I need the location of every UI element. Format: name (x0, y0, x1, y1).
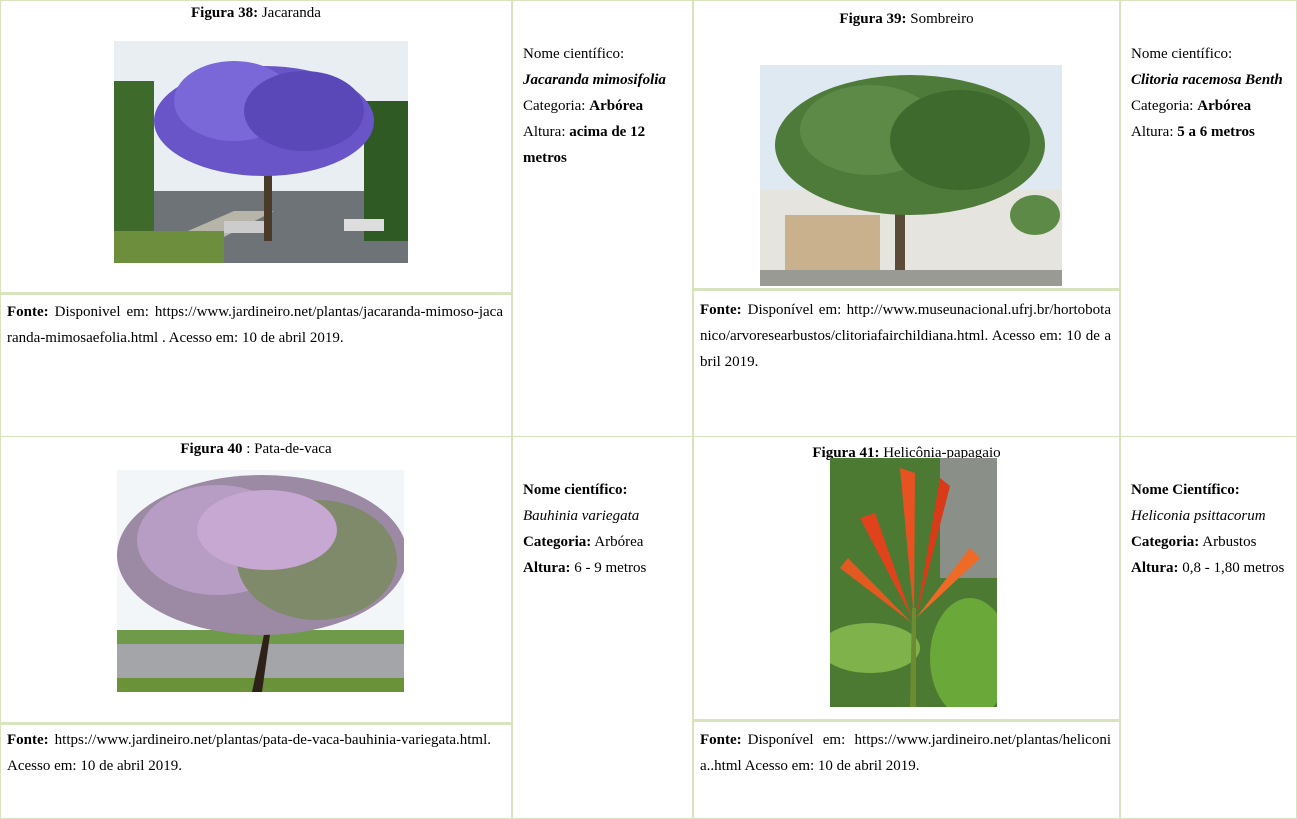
caption-text: Jacaranda (261, 5, 321, 21)
info-label: Nome Científico: (1131, 482, 1240, 498)
figure-label: Figura 40 (180, 441, 243, 457)
plant-info: Nome científico: Jacaranda mimosifolia Cat… (523, 41, 684, 171)
figure-label: Figura 41: (812, 445, 880, 461)
figure-label: Figura 39: (839, 11, 907, 27)
figure-cell: Figura 40 : Pata-de-vaca Fonte: https://ww… (0, 436, 512, 819)
caption-text: Sombreiro (910, 11, 974, 27)
info-cell: Nome científico: Bauhinia variegata Catego… (512, 436, 693, 819)
plant-info: Nome científico: Bauhinia variegata Catego… (523, 477, 684, 581)
info-line: Nome Científico: Heliconia psittacorum (1131, 477, 1288, 529)
info-value: Arbustos (1202, 534, 1257, 550)
caption-text: : Pata-de-vaca (246, 441, 332, 457)
figure-image (114, 41, 408, 263)
info-value: Bauhinia variegata (523, 508, 640, 524)
info-line: Altura: acima de 12 metros (523, 119, 684, 171)
info-value: Arbórea (1197, 98, 1252, 114)
figure-cell: Figura 38: Jacaranda Fonte: Disponivel em:… (0, 0, 512, 437)
info-line: Altura: 5 a 6 metros (1131, 119, 1288, 145)
plant-info: Nome científico: Clitoria racemosa Benth C… (1131, 41, 1288, 145)
figure-image (760, 65, 1062, 286)
source-label: Fonte: (7, 732, 49, 748)
source-label: Fonte: (700, 302, 742, 318)
source-text: Disponível em: http://www.museunacional.… (700, 302, 1111, 370)
source-text: Disponível em: https://www.jardineiro.ne… (700, 732, 1111, 774)
separator (1, 292, 511, 295)
figure-source: Fonte: Disponível em: http://www.museunac… (700, 297, 1111, 375)
info-line: Altura: 6 - 9 metros (523, 555, 684, 581)
info-label: Altura: (1131, 124, 1174, 140)
info-value: 0,8 - 1,80 metros (1182, 560, 1285, 576)
figure-source: Fonte: Disponivel em: https://www.jardine… (7, 299, 503, 351)
info-label: Categoria: (1131, 534, 1200, 550)
info-label: Altura: (523, 560, 571, 576)
info-line: Nome científico: Jacaranda mimosifolia (523, 41, 684, 93)
info-value: Arbórea (594, 534, 644, 550)
source-label: Fonte: (7, 304, 49, 320)
info-line: Categoria: Arbórea (1131, 93, 1288, 119)
figure-caption: Figura 39: Sombreiro (694, 11, 1119, 28)
info-label: Nome científico: (1131, 46, 1233, 62)
info-label: Nome científico: (523, 482, 628, 498)
info-value: 6 - 9 metros (574, 560, 647, 576)
info-label: Categoria: (1131, 98, 1194, 114)
info-line: Categoria: Arbórea (523, 93, 684, 119)
info-value: acima de 12 metros (523, 124, 646, 166)
figure-caption: Figura 41: Helicônia-papagaio (694, 445, 1119, 462)
separator (1, 722, 511, 725)
figure-source: Fonte: Disponível em: https://www.jardine… (700, 727, 1111, 779)
figure-label: Figura 38: (191, 5, 259, 21)
info-line: Categoria: Arbórea (523, 529, 684, 555)
source-label: Fonte: (700, 732, 742, 748)
info-cell: Nome científico: Jacaranda mimosifolia Cat… (512, 0, 693, 437)
info-value: Jacaranda mimosifolia (523, 72, 666, 88)
info-label: Nome científico: (523, 46, 625, 62)
info-cell: Nome Científico: Heliconia psittacorum Cat… (1120, 436, 1297, 819)
source-text: Disponivel em: https://www.jardineiro.ne… (7, 304, 503, 346)
figure-cell: Figura 39: Sombreiro Fonte: Disponível em:… (693, 0, 1120, 437)
info-label: Categoria: (523, 534, 592, 550)
figure-image (117, 470, 404, 692)
info-line: Nome científico: Clitoria racemosa Benth (1131, 41, 1288, 93)
info-line: Nome científico: Bauhinia variegata (523, 477, 684, 529)
info-line: Categoria: Arbustos (1131, 529, 1288, 555)
figure-image (830, 458, 997, 707)
info-label: Categoria: (523, 98, 586, 114)
info-value: 5 a 6 metros (1177, 124, 1255, 140)
info-cell: Nome científico: Clitoria racemosa Benth C… (1120, 0, 1297, 437)
info-label: Altura: (523, 124, 566, 140)
info-value: Clitoria racemosa Benth (1131, 72, 1283, 88)
source-text: https://www.jardineiro.net/plantas/pata-… (7, 732, 492, 774)
figure-caption: Figura 40 : Pata-de-vaca (1, 441, 511, 458)
separator (694, 719, 1119, 722)
separator (694, 288, 1119, 291)
info-value: Arbórea (589, 98, 644, 114)
info-value: Heliconia psittacorum (1131, 508, 1266, 524)
figure-cell: Figura 41: Helicônia-papagaio Fonte: Dispo… (693, 436, 1120, 819)
info-line: Altura: 0,8 - 1,80 metros (1131, 555, 1288, 581)
figure-caption: Figura 38: Jacaranda (1, 5, 511, 22)
info-label: Altura: (1131, 560, 1179, 576)
plant-info: Nome Científico: Heliconia psittacorum Cat… (1131, 477, 1288, 581)
figure-source: Fonte: https://www.jardineiro.net/plantas… (7, 727, 503, 779)
caption-text: Helicônia-papagaio (883, 445, 1001, 461)
